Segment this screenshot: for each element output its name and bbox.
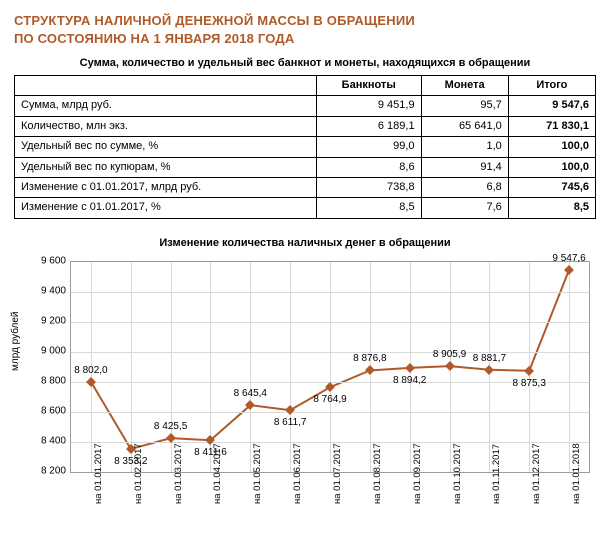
x-tick-label: на 01.11.2017	[491, 444, 502, 504]
x-tick-label: на 01.05.2017	[252, 443, 263, 504]
x-tick-label: на 01.06.2017	[292, 443, 303, 504]
y-tick-label: 9 200	[34, 315, 66, 326]
table-subtitle: Сумма, количество и удельный вес банкнот…	[14, 57, 596, 69]
row-label: Удельный вес по сумме, %	[15, 137, 317, 157]
gridline-v	[290, 262, 291, 472]
gridline-v	[330, 262, 331, 472]
col-header-coins: Монета	[421, 76, 508, 96]
cell-banknotes: 8,6	[316, 157, 421, 177]
value-label: 9 547,6	[552, 253, 585, 264]
y-tick-label: 9 000	[34, 345, 66, 356]
chart-title: Изменение количества наличных денег в об…	[14, 237, 596, 249]
cell-banknotes: 99,0	[316, 137, 421, 157]
cell-coins: 95,7	[421, 96, 508, 116]
gridline-v	[131, 262, 132, 472]
col-header-banknotes: Банкноты	[316, 76, 421, 96]
x-tick-label: на 01.04.2017	[212, 443, 223, 504]
row-label: Количество, млн экз.	[15, 116, 317, 136]
y-tick-label: 8 200	[34, 465, 66, 476]
cell-banknotes: 8,5	[316, 198, 421, 218]
row-label: Сумма, млрд руб.	[15, 96, 317, 116]
cell-banknotes: 9 451,9	[316, 96, 421, 116]
cell-total: 8,5	[508, 198, 595, 218]
table-row: Изменение с 01.01.2017, %8,57,68,5	[15, 198, 596, 218]
value-label: 8 764,9	[313, 394, 346, 405]
gridline-v	[569, 262, 570, 472]
table-row: Изменение с 01.01.2017, млрд руб.738,86,…	[15, 178, 596, 198]
value-label: 8 802,0	[74, 365, 107, 376]
value-label: 8 645,4	[234, 388, 267, 399]
table-row: Количество, млн экз.6 189,165 641,071 83…	[15, 116, 596, 136]
value-label: 8 876,8	[353, 353, 386, 364]
x-tick-label: на 01.07.2017	[332, 443, 343, 504]
x-tick-label: на 01.02.2017	[133, 443, 144, 504]
row-label: Изменение с 01.01.2017, %	[15, 198, 317, 218]
col-header-blank	[15, 76, 317, 96]
x-tick-label: на 01.01.2018	[571, 443, 582, 504]
gridline-v	[250, 262, 251, 472]
cell-coins: 1,0	[421, 137, 508, 157]
y-tick-label: 8 400	[34, 435, 66, 446]
value-label: 8 425,5	[154, 421, 187, 432]
plot-area: 8 802,08 353,28 425,58 411,68 645,48 611…	[70, 261, 590, 473]
page-title-line2: ПО СОСТОЯНИЮ НА 1 ЯНВАРЯ 2018 ГОДА	[14, 30, 596, 48]
cell-total: 71 830,1	[508, 116, 595, 136]
value-label: 8 881,7	[473, 353, 506, 364]
col-header-total: Итого	[508, 76, 595, 96]
y-tick-label: 9 400	[34, 285, 66, 296]
value-label: 8 905,9	[433, 349, 466, 360]
line-chart: млрд рублей 8 802,08 353,28 425,58 411,6…	[14, 253, 596, 513]
cell-coins: 7,6	[421, 198, 508, 218]
page-title-line1: СТРУКТУРА НАЛИЧНОЙ ДЕНЕЖНОЙ МАССЫ В ОБРА…	[14, 12, 596, 30]
value-label: 8 894,2	[393, 375, 426, 386]
cell-banknotes: 6 189,1	[316, 116, 421, 136]
row-label: Изменение с 01.01.2017, млрд руб.	[15, 178, 317, 198]
table-row: Удельный вес по сумме, %99,01,0100,0	[15, 137, 596, 157]
table-header-row: Банкноты Монета Итого	[15, 76, 596, 96]
cell-coins: 91,4	[421, 157, 508, 177]
cell-total: 745,6	[508, 178, 595, 198]
x-tick-label: на 01.01.2017	[93, 443, 104, 504]
cell-total: 9 547,6	[508, 96, 595, 116]
row-label: Удельный вес по купюрам, %	[15, 157, 317, 177]
cell-total: 100,0	[508, 157, 595, 177]
x-tick-label: на 01.08.2017	[372, 443, 383, 504]
cell-coins: 6,8	[421, 178, 508, 198]
value-label: 8 611,7	[274, 417, 307, 428]
cell-total: 100,0	[508, 137, 595, 157]
x-tick-label: на 01.03.2017	[173, 443, 184, 504]
table-row: Удельный вес по купюрам, %8,691,4100,0	[15, 157, 596, 177]
y-axis-label: млрд рублей	[10, 311, 21, 370]
x-tick-label: на 01.12.2017	[531, 443, 542, 504]
summary-table: Банкноты Монета Итого Сумма, млрд руб.9 …	[14, 75, 596, 219]
table-row: Сумма, млрд руб.9 451,995,79 547,6	[15, 96, 596, 116]
y-tick-label: 9 600	[34, 255, 66, 266]
y-tick-label: 8 600	[34, 405, 66, 416]
value-label: 8 875,3	[513, 378, 546, 389]
x-tick-label: на 01.10.2017	[452, 443, 463, 504]
x-tick-label: на 01.09.2017	[412, 443, 423, 504]
cell-coins: 65 641,0	[421, 116, 508, 136]
y-tick-label: 8 800	[34, 375, 66, 386]
cell-banknotes: 738,8	[316, 178, 421, 198]
